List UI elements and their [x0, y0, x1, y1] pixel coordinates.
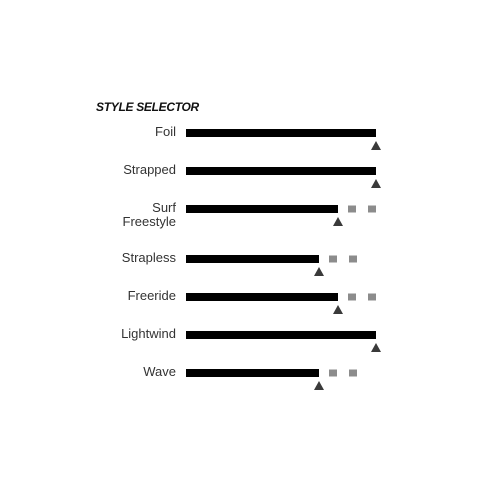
empty-segment — [329, 255, 337, 263]
rating-bar — [186, 255, 319, 263]
chart-title: STYLE SELECTOR — [96, 100, 199, 114]
empty-segment — [349, 369, 357, 377]
category-label: Freeride — [128, 288, 176, 303]
rating-bar — [186, 331, 376, 339]
rating-bar — [186, 293, 338, 301]
category-label: Wave — [143, 364, 176, 379]
empty-segment — [348, 205, 356, 213]
rating-bar — [186, 369, 319, 377]
rating-bar — [186, 129, 376, 137]
category-label: Surf Freestyle — [123, 200, 177, 229]
rating-bar — [186, 205, 338, 213]
category-label: Strapped — [123, 162, 176, 177]
category-label: Strapless — [122, 250, 177, 265]
empty-segment — [349, 255, 357, 263]
rating-bar — [186, 167, 376, 175]
value-marker — [371, 141, 381, 150]
value-marker — [314, 267, 324, 276]
empty-segment — [329, 369, 337, 377]
value-marker — [333, 217, 343, 226]
value-marker — [371, 343, 381, 352]
category-label: Foil — [155, 124, 176, 139]
value-marker — [333, 305, 343, 314]
value-marker — [371, 179, 381, 188]
empty-segment — [348, 293, 356, 301]
category-label: Lightwind — [121, 326, 176, 341]
empty-segment — [368, 293, 376, 301]
value-marker — [314, 381, 324, 390]
empty-segment — [368, 205, 376, 213]
